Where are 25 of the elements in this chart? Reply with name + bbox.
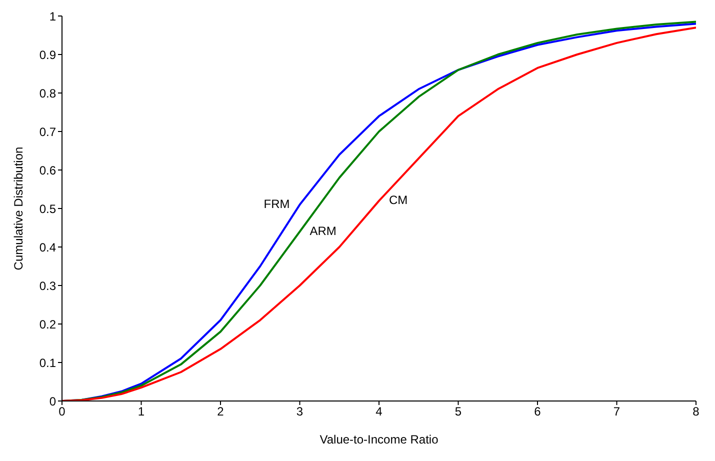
x-tick-label: 6 — [534, 404, 542, 419]
y-tick-label: 0.5 — [39, 202, 56, 216]
x-tick-label: 5 — [454, 404, 462, 419]
series-label: ARM — [310, 224, 336, 238]
y-tick-label: 0.2 — [39, 317, 56, 332]
x-axis-title: Value-to-Income Ratio — [320, 432, 439, 447]
y-axis-title: Cumulative Distribution — [11, 146, 26, 270]
series-label: FRM — [264, 196, 290, 211]
y-tick-label: 0.6 — [39, 163, 56, 178]
x-tick-label: 8 — [692, 404, 700, 419]
x-tick-label: 2 — [217, 404, 224, 419]
y-tick-label: 0.3 — [39, 278, 56, 293]
x-tick-label: 4 — [376, 404, 383, 419]
y-tick-label: 0.1 — [39, 356, 56, 370]
x-tick-label: 3 — [296, 404, 304, 419]
y-tick-label: 0.7 — [39, 124, 56, 139]
y-tick-label: 0.8 — [39, 86, 56, 100]
x-tick-label: 1 — [138, 404, 145, 419]
y-tick-label: 0 — [49, 394, 56, 408]
y-tick-label: 0.4 — [39, 240, 56, 254]
x-tick-label: 7 — [613, 404, 620, 419]
series-label: CM — [389, 192, 408, 207]
y-tick-label: 0.9 — [39, 48, 56, 62]
x-tick-label: 0 — [58, 404, 66, 419]
y-tick-label: 1 — [49, 9, 56, 24]
